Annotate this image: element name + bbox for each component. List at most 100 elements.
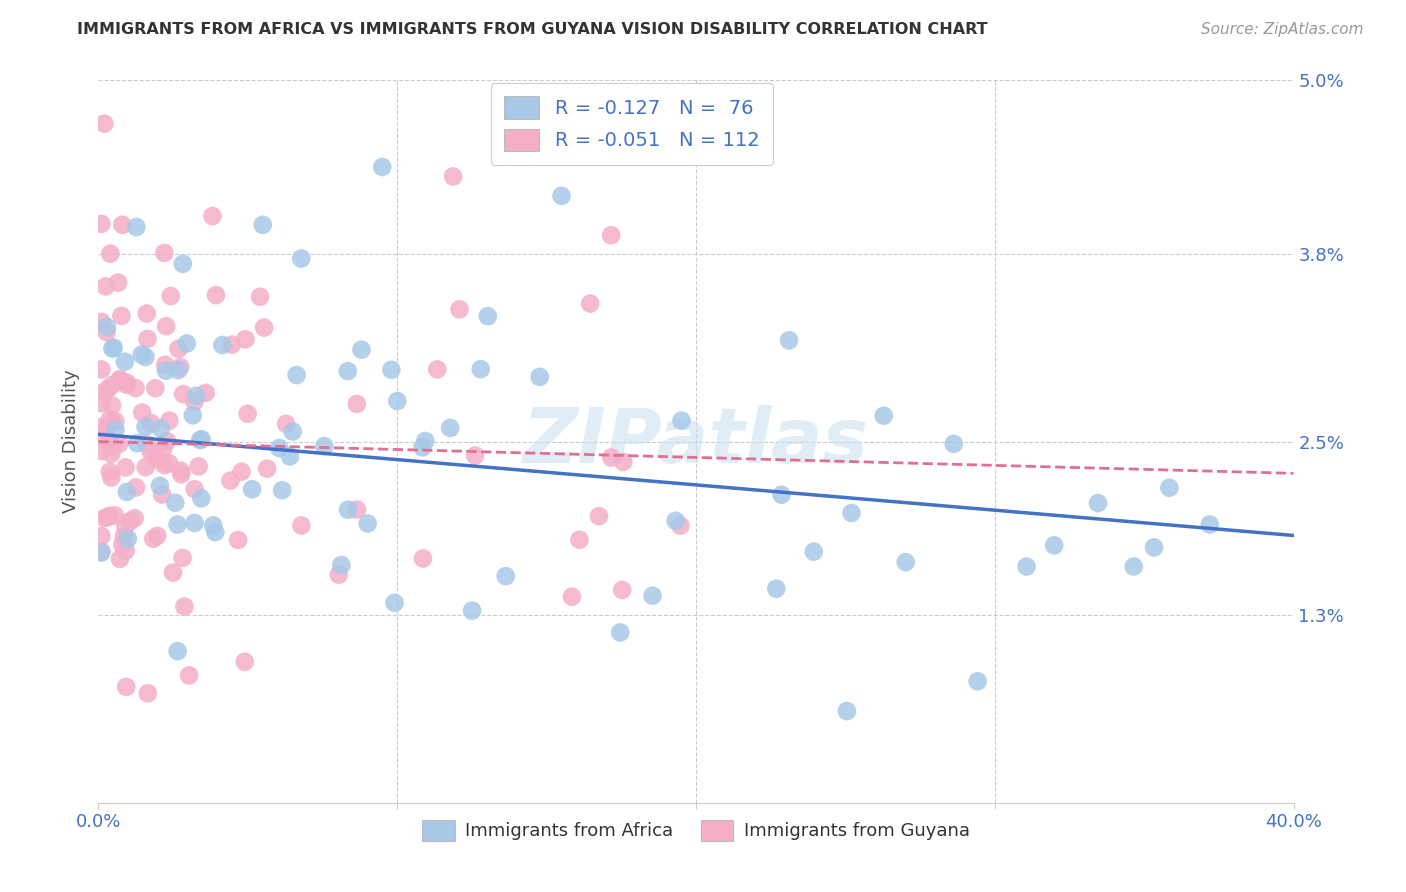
Point bbox=[384, 596, 406, 610]
Point bbox=[183, 482, 205, 496]
Point bbox=[641, 589, 664, 603]
Point bbox=[529, 370, 551, 384]
Point bbox=[108, 372, 131, 386]
Point bbox=[142, 532, 165, 546]
Point bbox=[612, 455, 634, 469]
Point bbox=[346, 397, 368, 411]
Point bbox=[671, 414, 693, 428]
Point bbox=[98, 465, 121, 479]
Point bbox=[108, 552, 131, 566]
Text: IMMIGRANTS FROM AFRICA VS IMMIGRANTS FROM GUYANA VISION DISABILITY CORRELATION C: IMMIGRANTS FROM AFRICA VS IMMIGRANTS FRO… bbox=[77, 22, 988, 37]
Point bbox=[231, 465, 253, 479]
Point bbox=[176, 336, 198, 351]
Point bbox=[841, 506, 863, 520]
Point bbox=[579, 296, 602, 310]
Point bbox=[115, 377, 138, 392]
Point bbox=[146, 529, 169, 543]
Point bbox=[190, 491, 212, 506]
Point bbox=[112, 529, 135, 543]
Point bbox=[90, 315, 112, 329]
Legend: Immigrants from Africa, Immigrants from Guyana: Immigrants from Africa, Immigrants from … bbox=[415, 813, 977, 848]
Point bbox=[1143, 541, 1166, 555]
Point bbox=[101, 378, 124, 392]
Point bbox=[1015, 559, 1038, 574]
Y-axis label: Vision Disability: Vision Disability bbox=[62, 369, 80, 514]
Point bbox=[172, 387, 194, 401]
Point bbox=[153, 246, 176, 260]
Point bbox=[464, 449, 486, 463]
Point bbox=[380, 362, 402, 376]
Point bbox=[90, 420, 112, 434]
Point bbox=[162, 566, 184, 580]
Point bbox=[90, 544, 112, 558]
Point bbox=[139, 445, 162, 459]
Point bbox=[336, 364, 359, 378]
Point bbox=[281, 425, 304, 439]
Point bbox=[125, 219, 148, 234]
Point bbox=[665, 514, 688, 528]
Point bbox=[778, 334, 800, 348]
Point bbox=[114, 354, 136, 368]
Point bbox=[165, 496, 187, 510]
Point bbox=[477, 309, 499, 323]
Point bbox=[136, 686, 159, 700]
Point bbox=[94, 432, 117, 446]
Point bbox=[765, 582, 787, 596]
Point bbox=[328, 567, 350, 582]
Point bbox=[143, 381, 166, 395]
Point bbox=[98, 413, 121, 427]
Point bbox=[202, 518, 225, 533]
Point bbox=[249, 290, 271, 304]
Point bbox=[181, 409, 204, 423]
Point bbox=[127, 436, 149, 450]
Point bbox=[441, 169, 464, 184]
Point bbox=[111, 537, 134, 551]
Point bbox=[90, 529, 112, 543]
Point bbox=[107, 276, 129, 290]
Point bbox=[115, 376, 138, 390]
Point bbox=[96, 326, 118, 340]
Point bbox=[271, 483, 294, 498]
Point bbox=[356, 516, 378, 531]
Point bbox=[135, 460, 157, 475]
Point bbox=[98, 508, 121, 523]
Point bbox=[101, 440, 124, 454]
Point bbox=[101, 399, 124, 413]
Point bbox=[110, 309, 132, 323]
Point bbox=[150, 487, 173, 501]
Point bbox=[108, 436, 131, 450]
Point bbox=[226, 533, 249, 547]
Point bbox=[610, 582, 633, 597]
Point bbox=[669, 518, 692, 533]
Point bbox=[94, 424, 117, 438]
Point bbox=[285, 368, 308, 382]
Point bbox=[219, 474, 242, 488]
Point bbox=[104, 414, 127, 428]
Point bbox=[411, 441, 433, 455]
Point bbox=[350, 343, 373, 357]
Point bbox=[183, 394, 205, 409]
Point bbox=[96, 320, 118, 334]
Point bbox=[290, 252, 312, 266]
Point bbox=[141, 416, 163, 430]
Point bbox=[131, 347, 153, 361]
Point bbox=[330, 558, 353, 572]
Point bbox=[211, 338, 233, 352]
Point bbox=[169, 359, 191, 374]
Point bbox=[188, 433, 211, 447]
Point bbox=[93, 511, 115, 525]
Point bbox=[125, 480, 148, 494]
Point bbox=[550, 189, 572, 203]
Point bbox=[194, 385, 217, 400]
Point bbox=[346, 502, 368, 516]
Point bbox=[115, 680, 138, 694]
Point bbox=[371, 160, 394, 174]
Point bbox=[166, 644, 188, 658]
Point bbox=[184, 389, 207, 403]
Point bbox=[90, 444, 112, 458]
Point bbox=[104, 508, 127, 523]
Point bbox=[179, 668, 201, 682]
Point bbox=[166, 517, 188, 532]
Point bbox=[157, 456, 180, 470]
Point bbox=[609, 625, 631, 640]
